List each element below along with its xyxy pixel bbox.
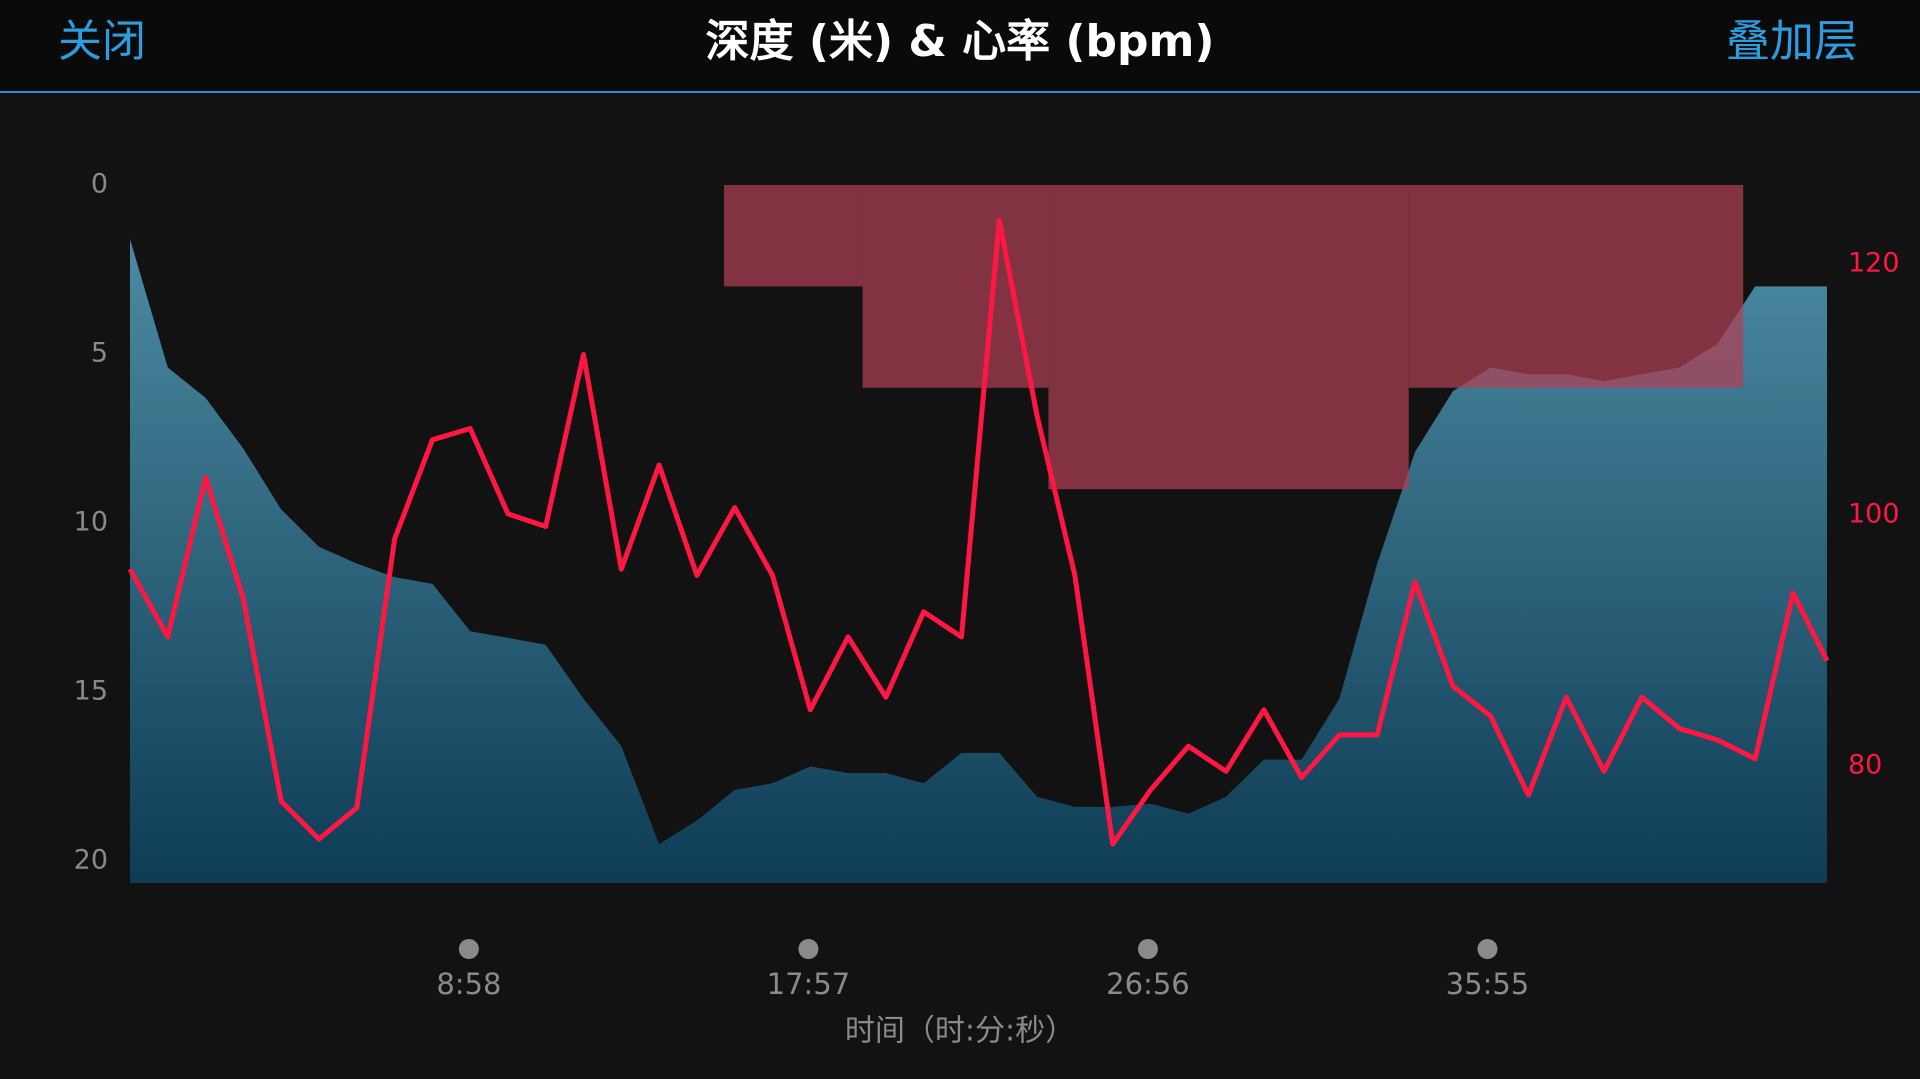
title: 深度 (米) & 心率 (bpm) bbox=[706, 16, 1215, 67]
x-axis-title: 时间（时:分:秒） bbox=[845, 1014, 1075, 1049]
overlay-zone bbox=[862, 185, 1049, 388]
x-tick-dot bbox=[798, 939, 819, 959]
x-tick-dot bbox=[458, 939, 479, 959]
close-button[interactable]: 关闭 bbox=[58, 16, 146, 67]
y-tick-label: 20 bbox=[74, 845, 108, 876]
y2-tick-label: 120 bbox=[1848, 248, 1900, 279]
y-tick-label: 15 bbox=[74, 676, 108, 707]
x-tick-label: 8:58 bbox=[436, 967, 501, 1001]
header-bar bbox=[0, 0, 1920, 92]
y-tick-label: 0 bbox=[91, 169, 108, 200]
depth-area bbox=[130, 239, 1827, 884]
y-tick-label: 10 bbox=[74, 507, 108, 538]
x-tick-dot bbox=[1137, 939, 1158, 959]
overlay-zone bbox=[1048, 185, 1409, 490]
overlay-button[interactable]: 叠加层 bbox=[1726, 16, 1858, 67]
overlay-zone bbox=[724, 185, 863, 287]
header-divider bbox=[0, 91, 1920, 93]
overlay-zone bbox=[1408, 185, 1744, 388]
y2-tick-label: 100 bbox=[1848, 499, 1900, 530]
x-tick-dot bbox=[1477, 939, 1498, 959]
y2-tick-label: 80 bbox=[1848, 750, 1882, 781]
x-tick-label: 35:55 bbox=[1446, 967, 1530, 1001]
y-tick-label: 5 bbox=[91, 338, 108, 369]
heart-rate-line bbox=[127, 217, 1830, 847]
x-tick-label: 17:57 bbox=[767, 967, 851, 1001]
x-tick-label: 26:56 bbox=[1106, 967, 1190, 1001]
